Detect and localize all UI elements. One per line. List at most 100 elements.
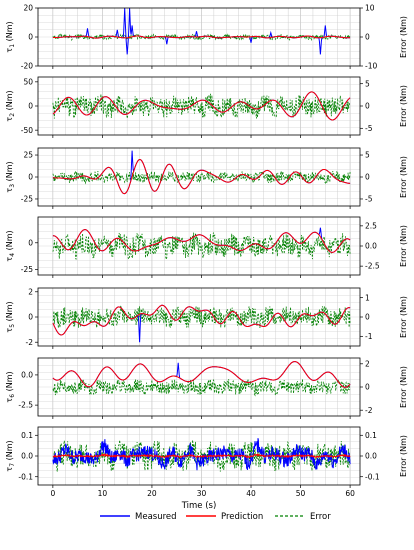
y-axis-label-subscript: 7	[9, 463, 16, 467]
y-axis-label-tau: τ	[5, 257, 14, 262]
y-tick-label: -50	[21, 126, 33, 135]
legend-prediction-label: Prediction	[221, 512, 263, 522]
error-series-line	[52, 378, 351, 397]
y-axis-label: τ2 (Nm)	[5, 90, 16, 121]
prediction-series-line	[52, 304, 351, 336]
y-tick-label: 0	[28, 102, 33, 111]
prediction-series-line	[52, 361, 351, 388]
y-axis-label-subscript: 2	[9, 113, 16, 117]
panel-7: -0.1 0.0 0.1 -0.1 0.0 0.1 τ7 (Nm) Error (Nm)	[5, 426, 408, 488]
shared-x-axis: 0 10 20 30 40 50 60 Time (s)	[50, 489, 355, 511]
y-axis-label-unit: (Nm)	[5, 21, 14, 44]
error-tick-label: 1	[365, 293, 370, 302]
y-axis-label: τ3 (Nm)	[5, 161, 16, 192]
error-axis-label: Error (Nm)	[399, 296, 408, 338]
error-tick-label: -5	[365, 195, 373, 204]
error-tick-label: 2	[365, 359, 370, 368]
error-tick-label: 2.5	[365, 221, 377, 230]
error-tick-label: 0.1	[365, 431, 377, 440]
error-axis-label: Error (Nm)	[399, 366, 408, 408]
error-axis-label: Error (Nm)	[399, 85, 408, 127]
y-tick-label: -20	[21, 62, 33, 71]
error-axis-label: Error (Nm)	[399, 225, 408, 267]
error-tick-label: 0	[365, 383, 370, 392]
series-group	[52, 438, 351, 472]
prediction-series-line	[52, 453, 351, 459]
y-axis-label-tau: τ	[5, 48, 14, 53]
panel-5: -2 0 2 -1 0 1 τ5 (Nm) Error (Nm)	[5, 287, 408, 349]
series-group	[52, 91, 351, 121]
prediction-series-line	[52, 159, 351, 195]
x-axis-label: Time (s)	[181, 501, 217, 511]
error-tick-label: 0.0	[365, 452, 377, 461]
prediction-series-line	[52, 35, 351, 39]
panel-6: -2.5 0.0 -2 0 2 τ6 (Nm) Error (Nm)	[5, 357, 408, 419]
y-axis-label-unit: (Nm)	[5, 230, 14, 253]
y-axis-label-subscript: 5	[9, 324, 16, 328]
y-axis-label: τ5 (Nm)	[5, 301, 16, 332]
error-tick-label: 0.0	[365, 242, 377, 251]
panel-3: -25 0 25 -5 0 5 τ3 (Nm) Error (Nm)	[5, 147, 408, 209]
y-tick-label: 50	[23, 77, 33, 86]
error-tick-label: -1	[365, 332, 373, 341]
y-axis-label-tau: τ	[5, 117, 14, 122]
y-tick-label: 25	[23, 151, 33, 160]
error-tick-label: -0.1	[365, 472, 380, 481]
y-tick-label: 0.0	[21, 371, 33, 380]
y-axis-label: τ4 (Nm)	[5, 230, 16, 261]
y-axis-label-tau: τ	[5, 398, 14, 403]
error-tick-label: 10	[365, 4, 375, 13]
error-tick-label: -5	[365, 124, 373, 133]
y-tick-label: 2	[28, 287, 33, 296]
error-tick-label: 0	[365, 102, 370, 111]
error-series-line	[52, 93, 351, 119]
y-axis-label-tau: τ	[5, 467, 14, 472]
error-tick-label: 0	[365, 33, 370, 42]
y-tick-label: 0	[28, 238, 33, 247]
y-tick-label: -2.5	[18, 401, 33, 410]
prediction-series-line	[52, 229, 351, 253]
x-tick-label: 40	[246, 489, 256, 498]
error-tick-label: -2	[365, 406, 373, 415]
series-group	[52, 150, 351, 195]
y-tick-label: -25	[21, 265, 33, 274]
panel-4: -25 0 -2.5 0.0 2.5 τ4 (Nm) Error (Nm)	[5, 216, 408, 278]
y-tick-label: 0.0	[21, 452, 33, 461]
x-tick-label: 10	[98, 489, 108, 498]
y-axis-label-subscript: 6	[9, 394, 16, 398]
error-axis-label: Error (Nm)	[399, 156, 408, 198]
y-axis-label-subscript: 4	[9, 253, 16, 257]
y-axis-label: τ7 (Nm)	[5, 440, 16, 471]
y-tick-label: 0.1	[21, 431, 33, 440]
legend-error-label: Error	[310, 512, 331, 522]
error-tick-label: 0	[365, 173, 370, 182]
series-group	[52, 304, 351, 343]
y-tick-label: 0	[28, 313, 33, 322]
y-tick-label: -25	[21, 195, 33, 204]
y-axis-label-unit: (Nm)	[5, 301, 14, 324]
legend: Measured Prediction Error	[100, 512, 331, 522]
y-tick-label: 0	[28, 173, 33, 182]
error-series-line	[52, 305, 351, 329]
error-series-line	[52, 32, 351, 42]
x-tick-label: 30	[197, 489, 207, 498]
y-axis-label-unit: (Nm)	[5, 90, 14, 113]
error-tick-label: 5	[365, 151, 370, 160]
error-axis-label: Error (Nm)	[399, 16, 408, 58]
y-tick-label: -0.1	[18, 472, 33, 481]
y-axis-label-tau: τ	[5, 188, 14, 193]
x-tick-label: 20	[147, 489, 157, 498]
error-tick-label: -10	[365, 62, 377, 71]
x-tick-label: 0	[50, 489, 55, 498]
y-axis-label-subscript: 3	[9, 184, 16, 188]
error-tick-label: 0	[365, 313, 370, 322]
x-tick-label: 60	[345, 489, 355, 498]
series-group	[52, 361, 351, 397]
panel-1: -20 0 20 -10 0 10 τ1 (Nm) Error (Nm)	[5, 4, 408, 71]
y-axis-label-tau: τ	[5, 328, 14, 333]
y-axis-label: τ1 (Nm)	[5, 21, 16, 52]
series-group	[52, 8, 351, 55]
